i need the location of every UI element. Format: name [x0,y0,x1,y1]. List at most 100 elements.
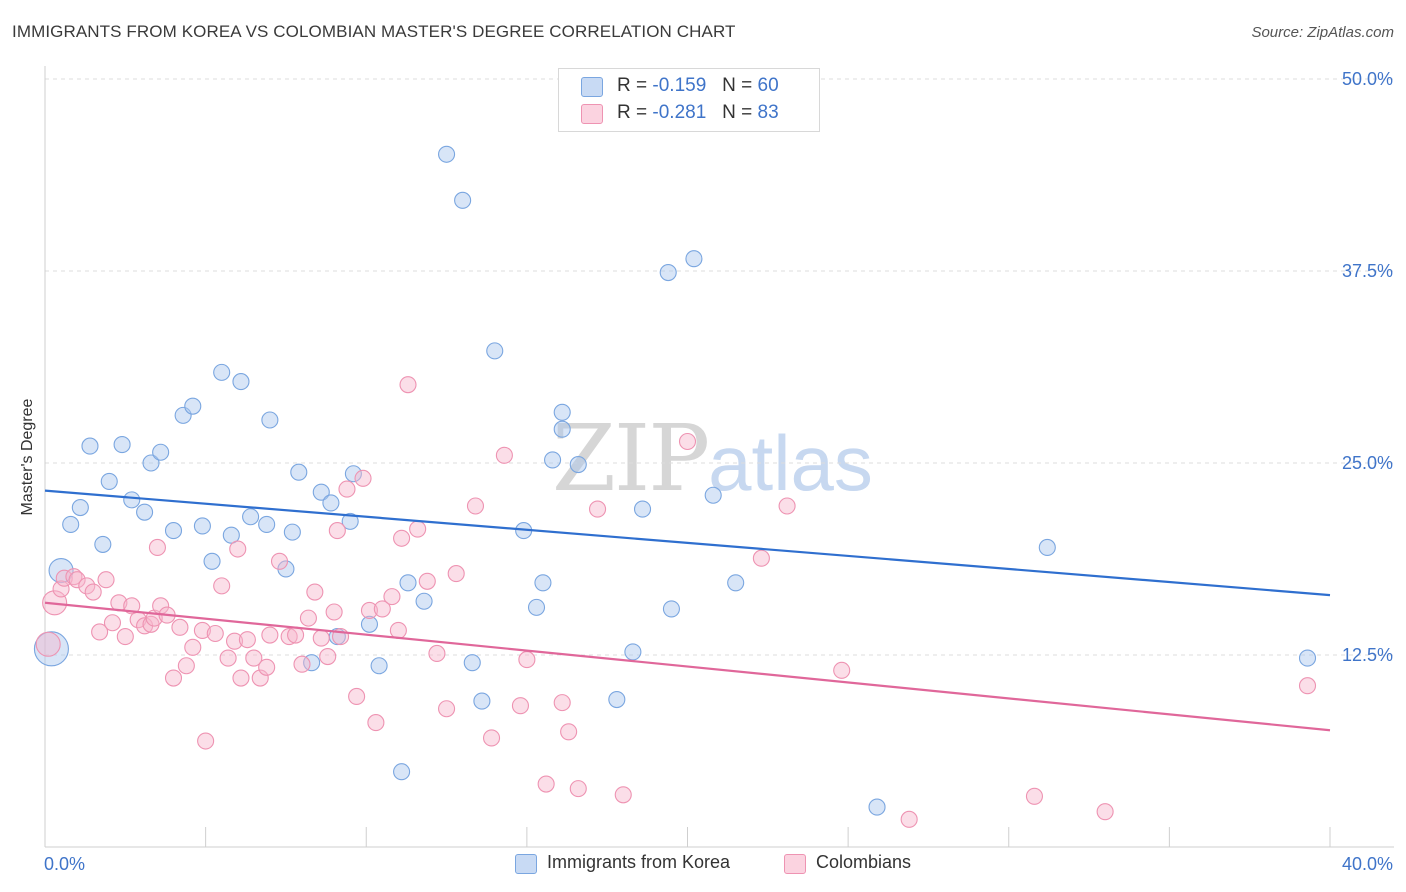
point-korea [193,517,211,535]
point-colombians [251,669,269,687]
point-korea [258,515,276,533]
point-korea [1298,649,1317,667]
point-korea [341,512,359,530]
point-korea [123,491,141,509]
point-colombians [367,714,385,732]
point-colombians [409,520,427,538]
point-korea [370,657,388,675]
point-korea [704,486,722,504]
point-korea [344,465,362,483]
point-korea [290,463,308,481]
point-korea [113,436,131,454]
point-colombians [560,723,578,741]
point-colombians [177,657,195,675]
colombians-swatch [581,104,603,124]
korea-swatch [515,854,537,874]
watermark-zip: ZIP [552,405,710,512]
point-colombians [354,469,372,487]
chart-title: IMMIGRANTS FROM KOREA VS COLOMBIAN MASTE… [12,22,736,41]
point-colombians [752,549,770,567]
point-korea [685,250,703,268]
point-korea [283,523,301,541]
source-credit: Source: ZipAtlas.com [1251,24,1394,41]
point-colombians [393,529,411,547]
point-colombians [373,600,391,618]
point-colombians [360,601,379,620]
point-colombians [197,732,215,750]
point-colombians [164,669,183,687]
point-colombians [338,480,356,498]
point-colombians [537,775,555,793]
point-korea [242,508,260,526]
point-colombians [229,540,247,558]
point-korea [164,522,183,540]
trend-line-colombians [44,601,1331,732]
x-tick-label: 40.0% [1342,854,1393,874]
y-tick-label: 25.0% [1342,453,1393,473]
grid-lines [45,78,1394,656]
point-colombians [287,626,305,644]
point-colombians [270,552,289,570]
point-colombians [553,694,571,712]
point-colombians [261,626,279,644]
point-colombians [238,631,256,649]
point-colombians [219,649,237,667]
point-colombians [78,577,96,595]
point-colombians [511,697,530,715]
point-colombians [245,649,263,667]
point-korea [1038,538,1056,557]
r-value-korea: -0.159 [652,75,707,96]
point-colombians [389,621,407,639]
point-colombians [103,614,122,632]
n-label: N = [722,102,753,123]
point-colombians [383,588,401,606]
point-colombians [84,583,102,601]
n-value-colombians: 83 [757,102,779,123]
x-tick-label: 0.0% [44,854,85,874]
point-korea [94,535,112,553]
point-korea [152,443,170,461]
point-colombians [293,655,311,673]
point-korea [624,643,642,661]
point-colombians [116,628,134,646]
point-korea [399,574,417,592]
point-colombians [299,609,317,627]
point-colombians [833,661,851,679]
point-colombians [171,618,189,636]
point-colombians [68,571,86,589]
point-colombians [258,658,276,676]
point-colombians [123,597,141,615]
point-colombians [213,577,231,595]
point-colombians [466,497,485,515]
colombians-swatch [784,854,806,874]
point-korea [727,574,745,592]
point-colombians [232,669,250,687]
point-colombians [418,572,436,590]
point-korea [454,191,472,209]
point-colombians [569,780,587,798]
point-korea [393,763,411,781]
point-colombians [614,786,632,804]
point-colombians [312,629,330,647]
point-colombians [438,700,456,718]
point-korea [438,145,456,163]
legend-label-colombians: Colombians [816,852,912,872]
y-tick-label: 12.5% [1342,645,1393,665]
point-korea [142,454,160,472]
point-korea [544,451,562,469]
point-colombians [900,810,918,828]
point-colombians [1096,803,1114,821]
r-label: R = [617,75,648,96]
point-colombians [482,729,501,747]
point-colombians [65,568,83,586]
axes [44,66,1394,848]
point-colombians [1025,787,1043,805]
point-korea [463,654,481,672]
point-korea [136,503,154,521]
point-korea [486,342,504,360]
n-label: N = [722,75,753,96]
point-colombians [1298,677,1317,695]
point-colombians [447,565,465,583]
stats-legend: R = -0.159 N = 60 R = -0.281 N = 83 [558,68,820,132]
